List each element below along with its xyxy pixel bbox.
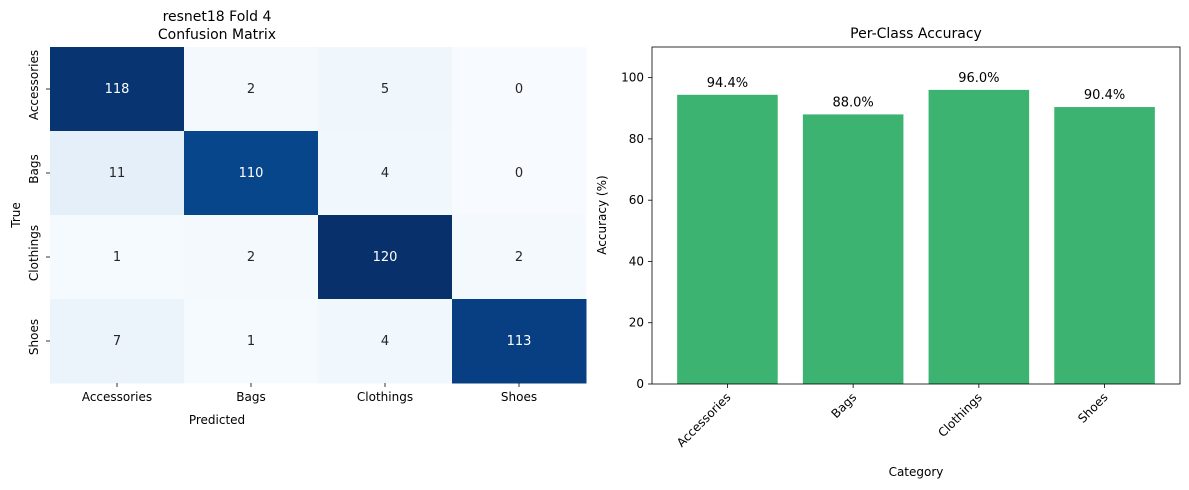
bar-x-tick-label-accessories: Accessories	[674, 390, 734, 450]
bar-y-tick-label: 40	[629, 254, 644, 268]
heatmap-x-tick-label-accessories: Accessories	[82, 390, 152, 404]
bar-bags	[802, 114, 904, 385]
heatmap-cell-value: 2	[247, 250, 255, 265]
bar-x-tick-label-shoes: Shoes	[1075, 390, 1110, 425]
bar-data-label: 88.0%	[832, 95, 873, 110]
heatmap-cell-r0-c0	[50, 47, 185, 132]
heatmap-cell-r1-c3	[452, 131, 587, 216]
heatmap-title-line1: resnet18 Fold 4	[163, 9, 272, 25]
bar-y-tick-label: 80	[629, 132, 644, 146]
heatmap-x-tick-label-clothings: Clothings	[357, 390, 413, 404]
bar-y-tick-label: 20	[629, 316, 644, 330]
bar-y-tick-label: 60	[629, 193, 644, 207]
heatmap-x-tick-label-shoes: Shoes	[501, 390, 537, 404]
heatmap-ticks: Accessories Bags Clothings Shoes Accessories…	[27, 50, 537, 404]
heatmap-cell-value: 0	[515, 166, 523, 181]
heatmap-cell-value: 110	[239, 166, 264, 181]
confusion-matrix-chart: resnet18 Fold 4 Confusion Matrix 118 2 5 01…	[9, 9, 587, 427]
bar-chart-x-axis-label: Category	[889, 465, 944, 479]
heatmap-y-tick-label-accessories: Accessories	[27, 50, 41, 120]
heatmap-cell-r2-c0	[50, 215, 185, 300]
heatmap-x-axis-label: Predicted	[189, 413, 245, 427]
heatmap-cell-value: 0	[515, 82, 523, 97]
bar-x-tick-label-clothings: Clothings	[935, 390, 985, 440]
bar-chart-y-axis-label: Accuracy (%)	[595, 175, 609, 254]
heatmap-x-tick-label-bags: Bags	[236, 390, 265, 404]
heatmap-cell-value: 11	[109, 166, 126, 181]
bar-accessories	[677, 94, 778, 384]
heatmap-cell-r2-c3	[452, 215, 587, 300]
heatmap-cell-value: 1	[247, 334, 255, 349]
heatmap-cell-value: 7	[113, 334, 121, 349]
heatmap-title-line2: Confusion Matrix	[158, 27, 276, 43]
heatmap-cell-r0-c1	[184, 47, 319, 132]
heatmap-cell-value: 2	[247, 82, 255, 97]
heatmap-cell-r2-c2	[318, 215, 453, 300]
bar-data-label: 96.0%	[958, 71, 999, 86]
heatmap-cell-value: 120	[373, 250, 398, 265]
bar-x-tick-label-bags: Bags	[829, 390, 860, 421]
heatmap-cell-value: 5	[381, 82, 389, 97]
bar-chart-frame	[651, 46, 1181, 385]
heatmap-cell-r1-c0	[50, 131, 185, 216]
bar-data-label: 94.4%	[707, 76, 748, 91]
heatmap-y-tick-label-bags: Bags	[27, 154, 41, 183]
bar-shoes	[1054, 107, 1155, 384]
heatmap-cell-r1-c2	[318, 131, 453, 216]
heatmap-cell-r3-c0	[50, 299, 185, 384]
heatmap-cell-value: 4	[381, 166, 389, 181]
bar-y-tick-label: 100	[621, 71, 644, 85]
heatmap-cell-value: 118	[105, 82, 130, 97]
bar-clothings	[928, 89, 1030, 385]
heatmap-y-tick-label-clothings: Clothings	[27, 225, 41, 281]
bar-chart-bars: 94.4% 88.0% 96.0% 90.4%	[677, 71, 1155, 385]
heatmap-cell-r2-c1	[184, 215, 319, 300]
heatmap-cell-value: 1	[113, 250, 121, 265]
heatmap-cell-r0-c3	[452, 47, 587, 132]
bar-y-tick-label: 0	[636, 377, 644, 391]
bar-data-label: 90.4%	[1084, 88, 1125, 103]
heatmap-cell-r3-c3	[452, 299, 587, 384]
per-class-accuracy-chart: Per-Class Accuracy 94.4%88.0%96.0%90.4% …	[595, 26, 1181, 479]
heatmap-cell-r0-c2	[318, 47, 453, 132]
bar-chart-title: Per-Class Accuracy	[850, 26, 982, 42]
heatmap-cell-r3-c2	[318, 299, 453, 384]
heatmap-cells: 118 2 5 0 11 110 4 0 1 2 120 2 7 1 4 113	[50, 47, 587, 384]
heatmap-cell-r1-c1	[184, 131, 319, 216]
heatmap-cell-r3-c1	[184, 299, 319, 384]
heatmap-cell-value: 4	[381, 334, 389, 349]
heatmap-y-tick-label-shoes: Shoes	[27, 319, 41, 355]
heatmap-y-axis-label: True	[9, 202, 23, 229]
heatmap-cell-value: 2	[515, 250, 523, 265]
heatmap-cell-value: 113	[507, 334, 532, 349]
